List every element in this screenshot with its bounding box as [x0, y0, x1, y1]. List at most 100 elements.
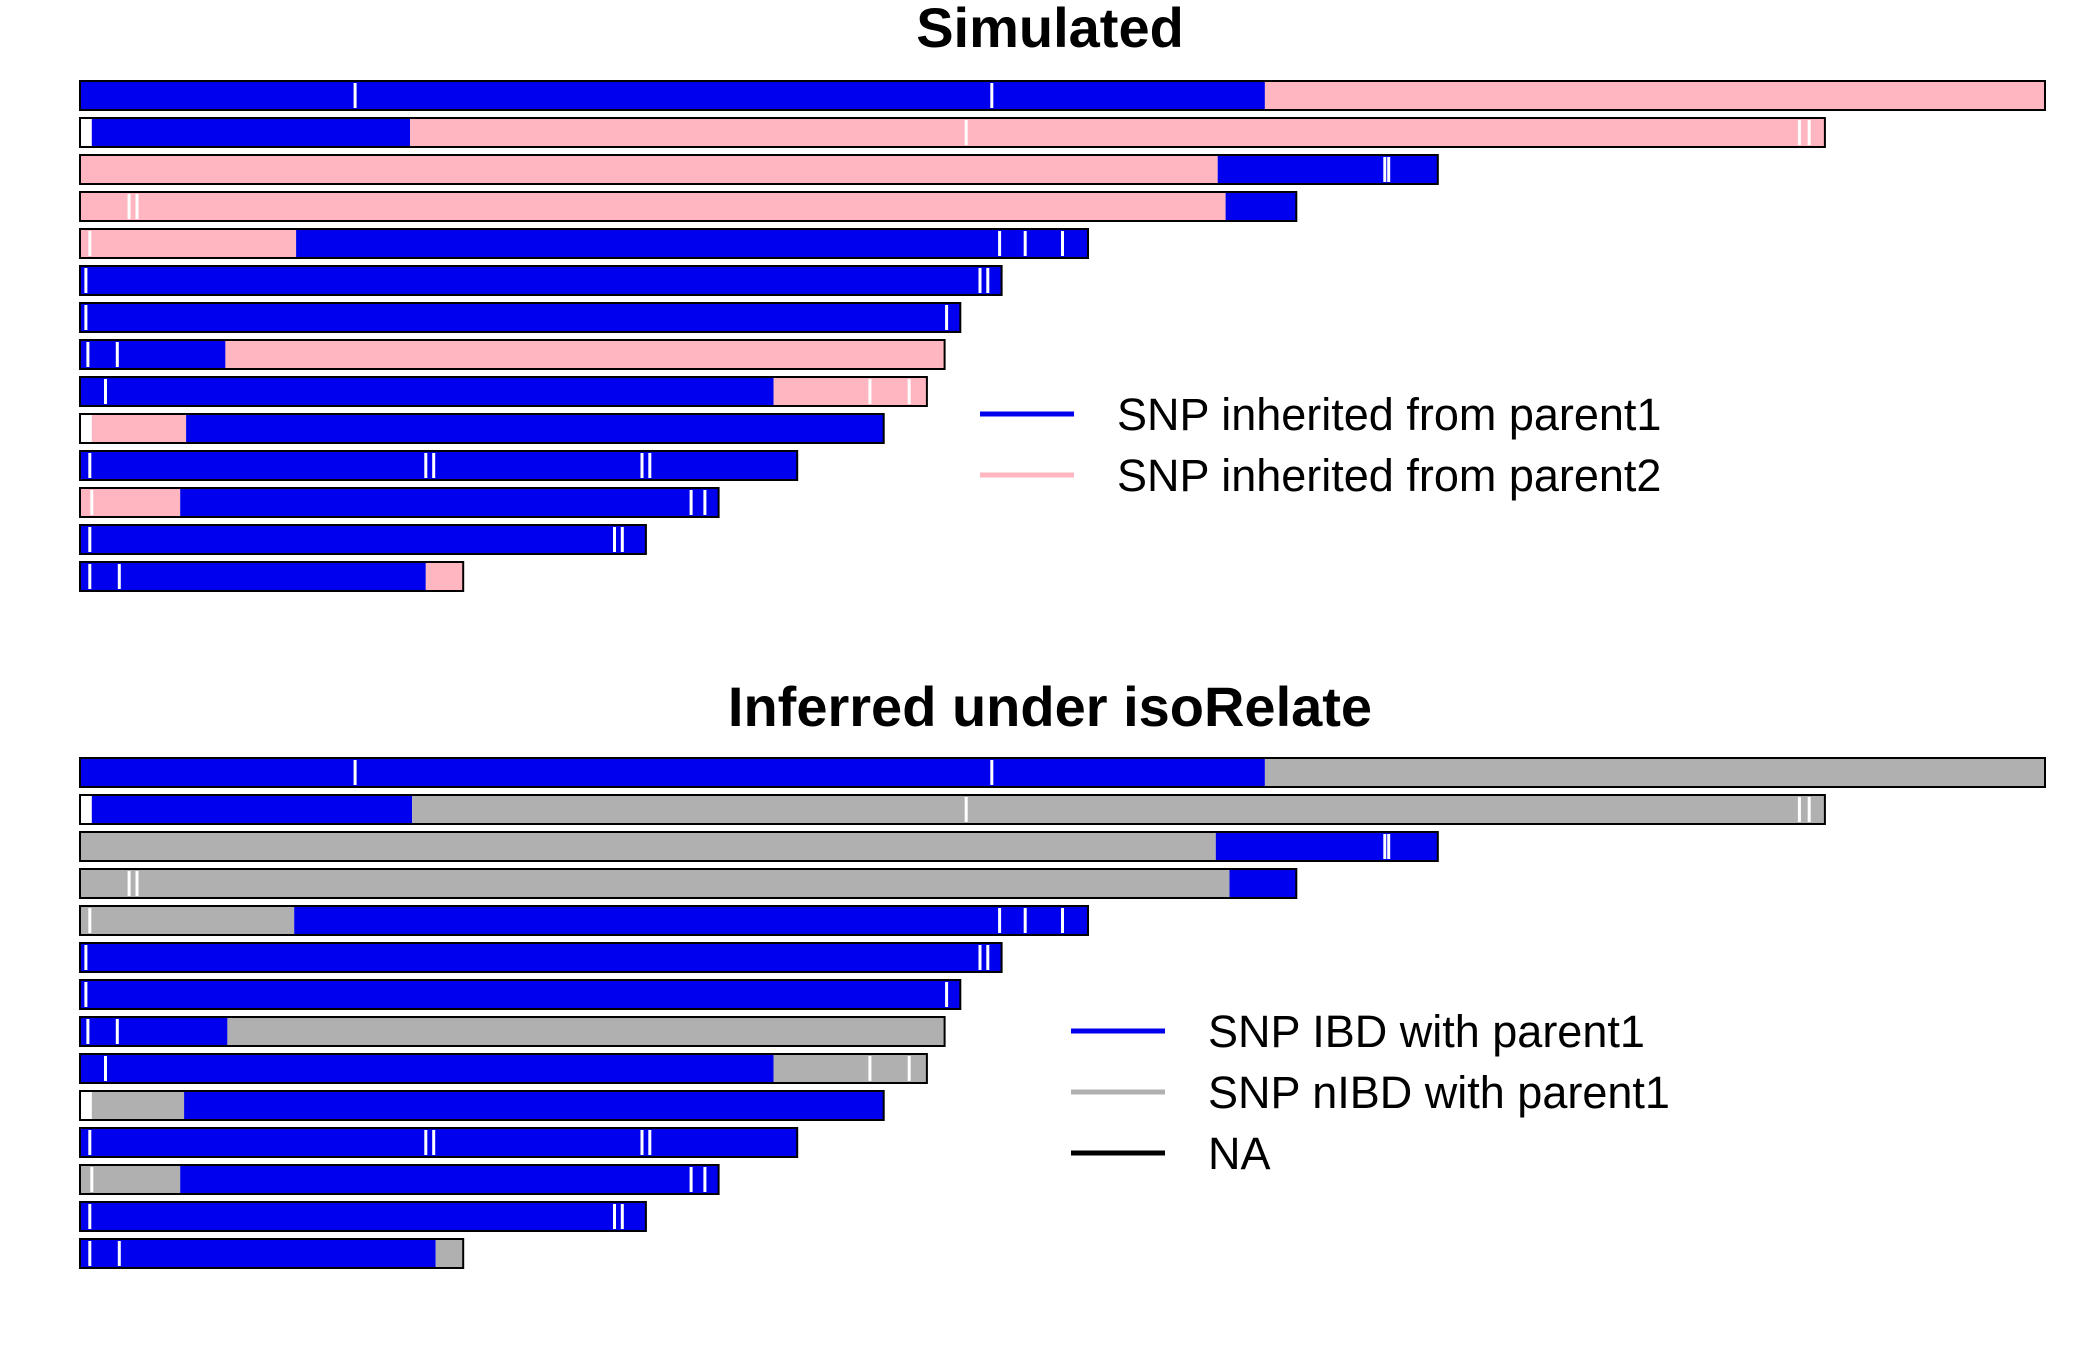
- nibd-segment: [80, 1165, 181, 1194]
- parent1-segment: [80, 943, 1002, 972]
- parent2-segment: [80, 155, 1218, 184]
- missing-snp-gap: [907, 1056, 911, 1081]
- chromosome-bar: [79, 868, 1298, 899]
- missing-snp-gap: [998, 231, 1002, 256]
- chromosome-bar: [79, 413, 885, 444]
- parent1-segment: [91, 795, 413, 824]
- missing-snp-gap: [1383, 834, 1387, 859]
- legend-item: SNP IBD with parent1: [1071, 1006, 1645, 1057]
- parent1-segment: [80, 1054, 774, 1083]
- missing-snp-gap: [88, 231, 92, 256]
- chromosome-outline: [79, 154, 1439, 185]
- missing-snp-gap: [990, 83, 994, 108]
- nibd-segment: [80, 869, 1230, 898]
- missing-snp-gap: [353, 760, 357, 785]
- chromosome-outline: [79, 757, 2046, 788]
- na-segment: [80, 118, 92, 147]
- parent1-segment: [1229, 869, 1297, 898]
- missing-snp-gap: [648, 453, 652, 478]
- chromosome-outline: [79, 228, 1089, 259]
- parent1-segment: [294, 906, 1089, 935]
- nibd-segment: [80, 832, 1216, 861]
- parent1-segment: [80, 562, 426, 591]
- missing-snp-gap: [1383, 157, 1387, 182]
- parent1-segment: [296, 229, 1089, 258]
- inferred-bars: [79, 757, 2046, 1269]
- parent1-segment: [80, 1202, 646, 1231]
- missing-snp-gap: [978, 268, 982, 293]
- parent1-segment: [80, 525, 646, 554]
- missing-snp-gap: [1023, 231, 1027, 256]
- chromosome-outline: [79, 117, 1826, 148]
- parent2-segment: [80, 229, 297, 258]
- missing-snp-gap: [986, 945, 990, 970]
- missing-snp-gap: [1387, 157, 1391, 182]
- chromosome-bar: [79, 339, 946, 370]
- missing-snp-gap: [964, 797, 968, 822]
- nibd-segment: [773, 1054, 927, 1083]
- missing-snp-gap: [998, 908, 1002, 933]
- parent1-segment: [80, 81, 1265, 110]
- chromosome-bar: [79, 1053, 928, 1084]
- legend-label: SNP inherited from parent1: [1117, 389, 1661, 440]
- missing-snp-gap: [986, 268, 990, 293]
- missing-snp-gap: [90, 1167, 94, 1192]
- missing-snp-gap: [88, 1204, 92, 1229]
- chromosome-outline: [79, 80, 2046, 111]
- missing-snp-gap: [1061, 231, 1064, 256]
- chromosome-bar: [79, 561, 465, 592]
- missing-snp-gap: [978, 945, 982, 970]
- chromosome-bar: [79, 191, 1298, 222]
- chromosome-bar: [79, 265, 1003, 296]
- missing-snp-gap: [135, 871, 139, 896]
- missing-snp-gap: [127, 871, 131, 896]
- parent1-segment: [80, 758, 1265, 787]
- missing-snp-gap: [868, 379, 872, 404]
- chromosome-bar: [79, 80, 2046, 111]
- missing-snp-gap: [964, 120, 968, 145]
- missing-snp-gap: [84, 982, 88, 1007]
- missing-snp-gap: [945, 982, 949, 1007]
- chromosome-outline: [79, 1090, 885, 1121]
- missing-snp-gap: [689, 1167, 693, 1192]
- missing-snp-gap: [613, 527, 616, 552]
- chromosome-outline: [79, 1016, 946, 1047]
- chromosome-outline: [79, 265, 1003, 296]
- parent1-segment: [1215, 832, 1438, 861]
- missing-snp-gap: [640, 453, 644, 478]
- parent1-segment: [180, 1165, 719, 1194]
- inferred-panel: Inferred under isoRelate SNP IBD with pa…: [79, 675, 2046, 1269]
- chromosome-outline: [79, 905, 1089, 936]
- missing-snp-gap: [86, 1019, 90, 1044]
- missing-snp-gap: [115, 342, 119, 367]
- chromosome-bar: [79, 979, 962, 1010]
- parent2-segment: [425, 562, 464, 591]
- nibd-segment: [1264, 758, 2045, 787]
- parent1-segment: [180, 488, 719, 517]
- missing-snp-gap: [127, 194, 131, 219]
- chromosome-outline: [79, 794, 1826, 825]
- chromosome-outline: [79, 1201, 647, 1232]
- chromosome-outline: [79, 979, 962, 1010]
- missing-snp-gap: [424, 1130, 428, 1155]
- missing-snp-gap: [640, 1130, 644, 1155]
- missing-snp-gap: [1797, 797, 1801, 822]
- nibd-segment: [91, 1091, 185, 1120]
- chromosome-outline: [79, 561, 465, 592]
- missing-snp-gap: [432, 1130, 436, 1155]
- parent1-segment: [80, 1017, 228, 1046]
- missing-snp-gap: [1797, 120, 1801, 145]
- legend-item: SNP nIBD with parent1: [1071, 1067, 1670, 1118]
- parent1-segment: [80, 303, 961, 332]
- parent1-segment: [80, 980, 961, 1009]
- chromosome-bar: [79, 831, 1439, 862]
- chromosome-outline: [79, 942, 1003, 973]
- missing-snp-gap: [84, 305, 88, 330]
- missing-snp-gap: [104, 379, 107, 404]
- missing-snp-gap: [104, 1056, 107, 1081]
- chromosome-bar: [79, 1201, 647, 1232]
- legend-label: SNP IBD with parent1: [1208, 1006, 1645, 1057]
- parent1-segment: [1217, 155, 1438, 184]
- missing-snp-gap: [424, 453, 428, 478]
